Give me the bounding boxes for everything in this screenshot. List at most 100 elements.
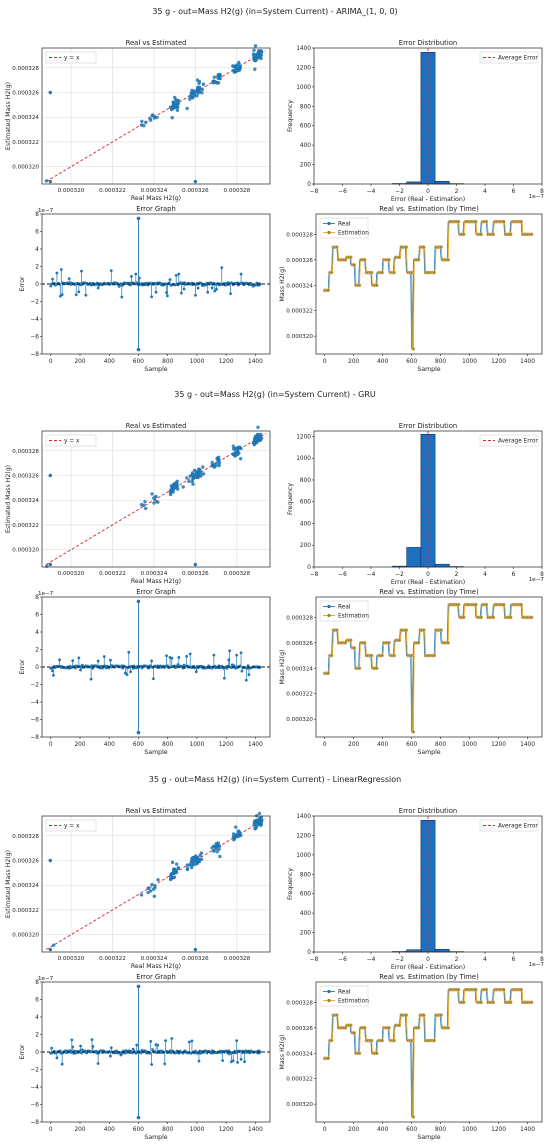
y-tick-label: 0.000324 bbox=[286, 1051, 313, 1057]
y-tick-label: 0.000324 bbox=[12, 115, 39, 121]
x-tick-label: 6 bbox=[512, 572, 516, 578]
histogram-bar bbox=[434, 949, 450, 953]
x-tick-label: 0 bbox=[426, 572, 430, 578]
legend-label: y = x bbox=[64, 56, 80, 62]
error-graph-title: Error Graph bbox=[136, 205, 176, 213]
stem-marker bbox=[149, 1040, 153, 1043]
y-tick-label: −2 bbox=[30, 683, 39, 689]
y-tick-label: 0.000320 bbox=[286, 334, 313, 340]
estimation-marker bbox=[335, 1013, 339, 1017]
error-graph-ylabel: Error bbox=[19, 659, 26, 675]
y-tick-label: 800 bbox=[300, 872, 311, 878]
scatter-point bbox=[212, 75, 217, 79]
scatter-point bbox=[196, 91, 200, 95]
y-tick-label: 200 bbox=[300, 931, 311, 937]
error-graph-ylabel: Error bbox=[19, 276, 26, 292]
scatter-point bbox=[171, 490, 175, 494]
y-tick-label: 200 bbox=[300, 163, 311, 169]
scatter-point bbox=[218, 854, 222, 859]
scatter-point bbox=[185, 106, 189, 111]
scatter-point bbox=[154, 494, 158, 499]
scatter-point bbox=[139, 893, 144, 897]
timeseries-title: Real vs. Estimation (by Time) bbox=[379, 588, 479, 596]
estimation-marker bbox=[519, 987, 523, 992]
estimation-marker bbox=[432, 1038, 437, 1043]
scatter-title: Real vs Estimated bbox=[126, 39, 187, 47]
scatter-point bbox=[201, 82, 206, 86]
x-tick-label: 1000 bbox=[462, 742, 477, 748]
scatter-point bbox=[142, 503, 146, 507]
scatter-point bbox=[234, 453, 238, 457]
offset-label: 1e−7 bbox=[529, 194, 545, 200]
estimation-marker bbox=[416, 640, 421, 645]
scatter-point bbox=[155, 115, 159, 120]
estimation-marker bbox=[348, 1023, 353, 1028]
stem-marker bbox=[228, 649, 232, 653]
histogram-ylabel: Frequency bbox=[287, 483, 294, 515]
scatter-point bbox=[150, 492, 154, 496]
estimation-marker bbox=[508, 615, 513, 620]
stem-marker bbox=[239, 1058, 243, 1061]
stem-marker bbox=[235, 1039, 239, 1043]
scatter-point bbox=[190, 863, 194, 868]
estimation-marker bbox=[446, 640, 450, 645]
estimation-marker bbox=[380, 270, 384, 275]
scatter-point bbox=[173, 870, 177, 875]
estimation-marker bbox=[456, 602, 461, 607]
scatter-point bbox=[189, 860, 194, 864]
stem-marker bbox=[223, 676, 226, 680]
x-tick-label: 0.000328 bbox=[223, 188, 250, 194]
x-tick-label: 400 bbox=[104, 1127, 115, 1133]
estimation-marker bbox=[491, 615, 496, 620]
x-tick-label: 6 bbox=[512, 189, 516, 195]
estimation-marker bbox=[421, 245, 426, 249]
legend-marker bbox=[327, 613, 331, 618]
estimation-marker bbox=[404, 1013, 409, 1017]
stem-marker bbox=[258, 665, 262, 669]
scatter-ylabel: Estimated Mass H2(g) bbox=[5, 82, 12, 150]
scatter-point bbox=[256, 425, 260, 429]
scatter-point bbox=[257, 820, 261, 825]
scatter-point bbox=[237, 60, 241, 65]
y-tick-label: −6 bbox=[30, 335, 39, 341]
x-tick-label: 800 bbox=[162, 359, 173, 365]
scatter-point bbox=[231, 832, 236, 836]
scatter-point bbox=[256, 432, 260, 437]
y-tick-label: 8 bbox=[35, 212, 39, 218]
x-tick-label: 4 bbox=[483, 957, 487, 963]
y-tick-label: 200 bbox=[300, 543, 311, 549]
x-tick-label: 1200 bbox=[219, 1127, 234, 1133]
x-tick-label: 800 bbox=[162, 742, 173, 748]
y-tick-label: 1400 bbox=[296, 46, 311, 52]
scatter-point bbox=[148, 889, 153, 893]
y-tick-label: 4 bbox=[35, 1015, 39, 1021]
stem-marker bbox=[170, 656, 174, 660]
error-graph-xlabel: Sample bbox=[144, 1134, 167, 1141]
x-tick-label: 0.000322 bbox=[99, 571, 126, 577]
stem-marker bbox=[220, 266, 224, 270]
x-tick-label: 1000 bbox=[462, 1127, 477, 1133]
figure-title: 35 g - out=Mass H2(g) (in=System Current… bbox=[149, 775, 401, 784]
estimation-marker bbox=[491, 232, 496, 237]
estimation-marker bbox=[474, 602, 478, 607]
scatter-frame bbox=[41, 47, 271, 185]
x-tick-label: 1200 bbox=[491, 742, 506, 748]
legend-label: Estimation bbox=[338, 614, 369, 620]
x-tick-label: 0.000324 bbox=[141, 188, 168, 194]
stem-marker bbox=[77, 290, 81, 294]
scatter-point bbox=[215, 456, 220, 460]
stem-marker bbox=[109, 658, 112, 662]
y-tick-label: 0.000326 bbox=[12, 91, 39, 97]
estimation-marker bbox=[326, 288, 331, 293]
stem-marker bbox=[236, 1061, 239, 1064]
y-tick-label: 0.000324 bbox=[286, 283, 313, 289]
estimation-marker bbox=[392, 653, 397, 658]
y-tick-label: 1000 bbox=[296, 85, 311, 91]
histogram-ylabel: Frequency bbox=[287, 868, 294, 900]
estimation-marker bbox=[411, 730, 416, 734]
histogram-xlabel: Error (Real - Estimation) bbox=[391, 964, 465, 971]
stem-marker bbox=[59, 268, 63, 271]
stem-marker bbox=[120, 295, 124, 299]
estimation-marker bbox=[519, 602, 523, 607]
x-tick-label: 1200 bbox=[491, 1127, 506, 1133]
